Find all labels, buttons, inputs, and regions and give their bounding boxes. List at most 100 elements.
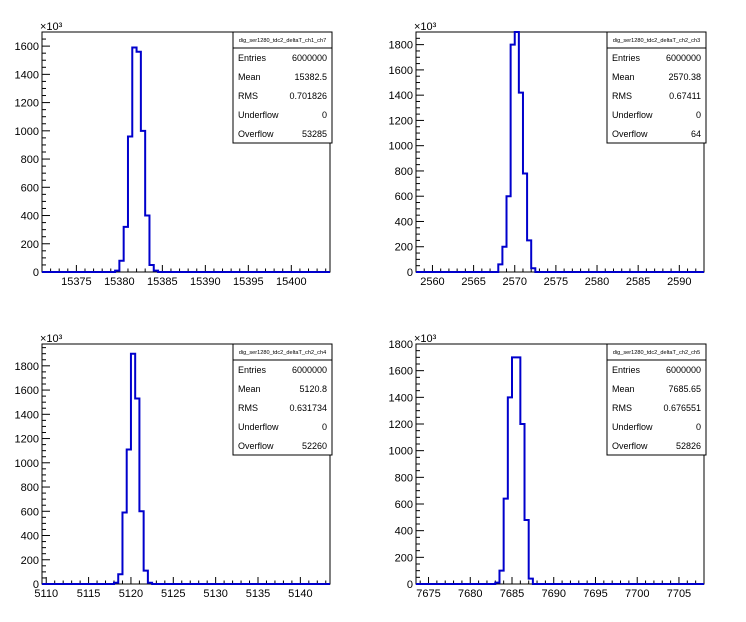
y-tick-label: 0: [407, 267, 413, 279]
x-tick-label: 15380: [104, 276, 135, 288]
histogram-bin: [499, 571, 503, 584]
x-tick-label: 5130: [203, 588, 227, 600]
x-tick-label: 2560: [420, 276, 444, 288]
histogram-bin: [523, 173, 527, 272]
x-tick-label: 2590: [667, 276, 691, 288]
histogram-bin: [531, 268, 535, 272]
y-tick-label: 800: [395, 166, 413, 178]
histogram-panel: 7675 7680 7685 7690 7695 7700 7705 0 200 400 600 80…: [389, 333, 707, 600]
y-tick-label: 1400: [389, 392, 413, 404]
y-tick-label: 1600: [389, 65, 413, 77]
y-tick-label: 1800: [389, 40, 413, 52]
stats-label: Mean: [612, 72, 635, 82]
histogram-bin: [527, 240, 531, 272]
y-tick-label: 1800: [389, 339, 413, 351]
stats-value: 0.676551: [663, 403, 701, 413]
y-tick-label: 0: [407, 579, 413, 591]
x-tick-label: 2580: [585, 276, 609, 288]
y-tick-label: 400: [21, 211, 39, 223]
stats-label: Overflow: [238, 441, 274, 451]
y-tick-label: 800: [21, 482, 39, 494]
histogram-bin: [144, 571, 148, 584]
x-tick-label: 7700: [625, 588, 649, 600]
stats-label: Underflow: [238, 422, 279, 432]
x-tick-label: 15400: [276, 276, 307, 288]
stats-value: 5120.8: [299, 384, 327, 394]
histogram-series: [42, 46, 330, 273]
stats-label: RMS: [612, 91, 632, 101]
stats-label: RMS: [238, 91, 258, 101]
histogram-bin: [529, 579, 533, 584]
stats-label: Mean: [612, 384, 635, 394]
y-tick-label: 1400: [15, 69, 39, 81]
histogram-series: [416, 356, 704, 585]
x-tick-label: 5120: [119, 588, 143, 600]
histogram-bin: [137, 52, 141, 272]
stats-label: Overflow: [612, 441, 648, 451]
x-tick-label: 2565: [461, 276, 485, 288]
y-tick-label: 800: [21, 154, 39, 166]
y-tick-label: 400: [395, 526, 413, 538]
stats-value: 7685.65: [668, 384, 701, 394]
histogram-bin: [141, 131, 145, 272]
stats-box-frame: [232, 31, 333, 144]
stats-value: 0.631734: [289, 403, 327, 413]
y-tick-label: 1600: [389, 366, 413, 378]
histogram-bin: [114, 583, 118, 584]
x-tick-label: 5110: [34, 588, 58, 600]
histogram-panel: 2560 2565 2570 2575 2580 2585 2590 0 200 400 600 80…: [389, 21, 707, 288]
y-tick-label: 0: [33, 267, 39, 279]
y-tick-label: 800: [395, 472, 413, 484]
stats-value: 2570.38: [668, 72, 701, 82]
histogram-panel: 5110 5115 5120 5125 5130 5135 5140 0 200 400 600 80…: [15, 333, 333, 600]
histogram-bin: [131, 354, 135, 584]
y-tick-label: 1400: [389, 90, 413, 102]
stats-value: 52826: [676, 441, 701, 451]
y-tick-label: 400: [21, 531, 39, 543]
stats-box-frame: [606, 31, 707, 144]
stats-value: 6000000: [292, 365, 327, 375]
histogram-bin: [128, 136, 132, 272]
x-tick-label: 2585: [626, 276, 650, 288]
stats-box-frame: [606, 343, 707, 456]
y-tick-label: 1200: [389, 419, 413, 431]
x-tick-label: 15375: [61, 276, 92, 288]
histogram-bin: [145, 216, 149, 272]
x-tick-label: 5140: [288, 588, 312, 600]
y-tick-label: 1800: [15, 361, 39, 373]
x-tick-label: 5125: [161, 588, 185, 600]
y-tick-label: 1200: [15, 98, 39, 110]
stats-value: 0.67411: [669, 91, 701, 101]
stats-value: 6000000: [292, 53, 327, 63]
x-tick-label: 5135: [246, 588, 270, 600]
histogram-bin: [511, 45, 515, 272]
histogram-bin: [515, 32, 519, 272]
x-tick-label: 15395: [233, 276, 264, 288]
y-tick-label: 1000: [15, 126, 39, 138]
stats-value: 52260: [302, 441, 327, 451]
stats-label: Overflow: [612, 129, 648, 139]
x-tick-label: 2570: [503, 276, 527, 288]
y-tick-label: 400: [395, 216, 413, 228]
y-tick-label: 1400: [15, 409, 39, 421]
y-multiplier-label: ×10³: [414, 333, 437, 345]
histogram-bin: [148, 583, 152, 584]
histogram-title: dig_ser1280_tdc2_deltaT_ch1_ch7: [239, 38, 326, 44]
stats-label: Mean: [238, 384, 261, 394]
y-tick-label: 1000: [15, 458, 39, 470]
stats-label: Entries: [238, 53, 267, 63]
y-tick-label: 1200: [389, 115, 413, 127]
x-tick-label: 2575: [544, 276, 568, 288]
y-tick-label: 1600: [15, 385, 39, 397]
histogram-bin: [512, 357, 516, 584]
histogram-bin: [127, 449, 131, 584]
histogram-panel: 15375 15380 15385 15390 15395 15400 0 200 400 600…: [15, 21, 333, 288]
x-tick-label: 7705: [667, 588, 691, 600]
histogram-bin: [132, 48, 136, 272]
histogram-bin: [520, 424, 524, 584]
histogram-bin: [115, 271, 119, 272]
y-tick-label: 600: [21, 182, 39, 194]
histogram-title: dig_ser1280_tdc2_deltaT_ch2_ch3: [613, 38, 700, 44]
histogram-bin: [122, 512, 126, 584]
